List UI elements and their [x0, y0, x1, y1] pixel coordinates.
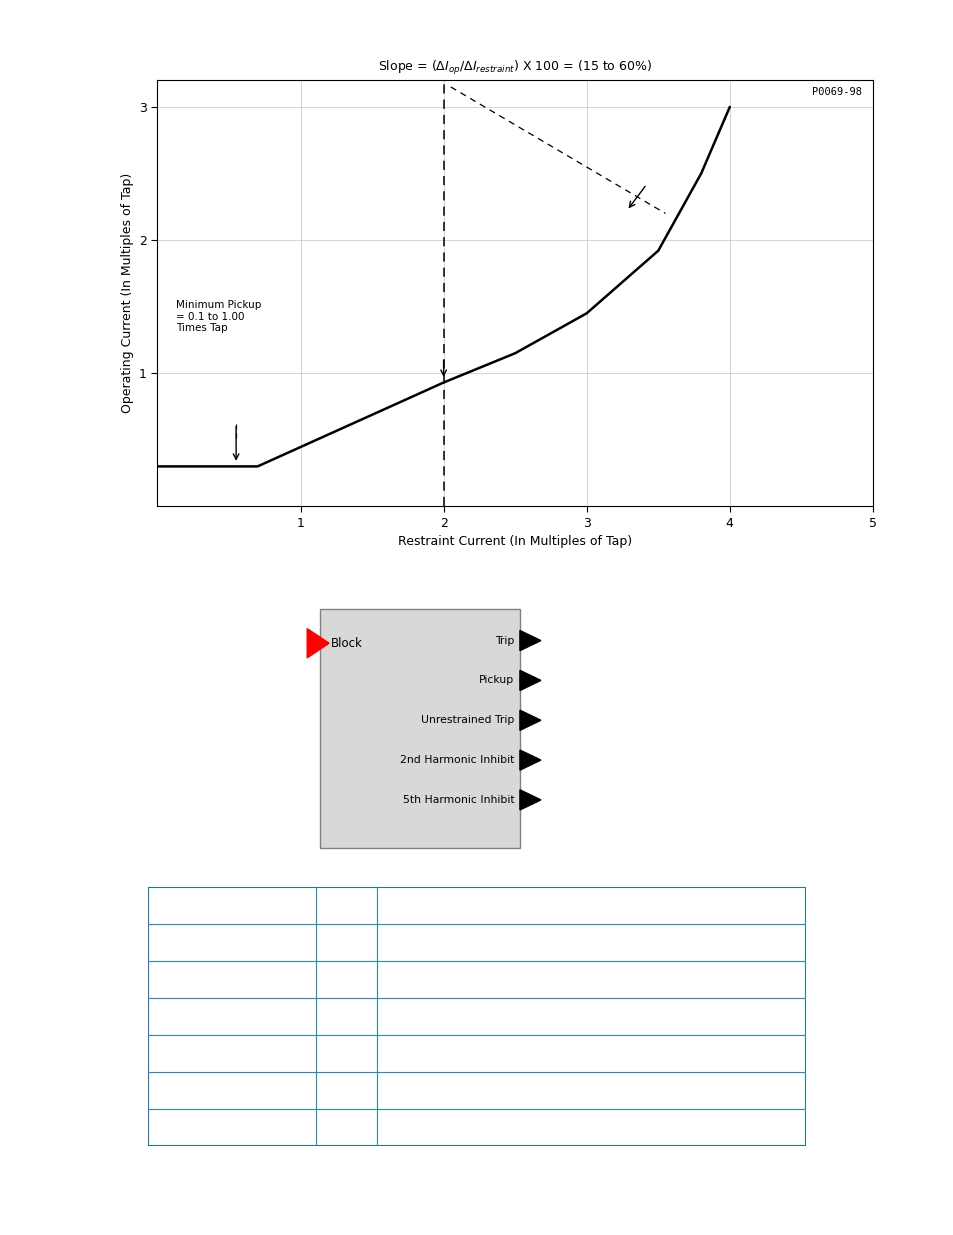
Polygon shape	[519, 750, 540, 771]
Text: Unrestrained Trip: Unrestrained Trip	[420, 715, 514, 725]
Bar	[319, 609, 519, 847]
Text: Trip: Trip	[495, 636, 514, 646]
Text: 5th Harmonic Inhibit: 5th Harmonic Inhibit	[402, 795, 514, 805]
Y-axis label: Operating Current (In Multiples of Tap): Operating Current (In Multiples of Tap)	[120, 173, 133, 414]
Polygon shape	[519, 790, 540, 810]
Text: Pickup: Pickup	[478, 676, 514, 685]
Text: 2nd Harmonic Inhibit: 2nd Harmonic Inhibit	[399, 755, 514, 764]
Text: P0069-98: P0069-98	[811, 86, 862, 96]
Title: Slope = ($\Delta I_{op}$/$\Delta I_{restraint}$) X 100 = (15 to 60%): Slope = ($\Delta I_{op}$/$\Delta I_{rest…	[377, 58, 652, 77]
Polygon shape	[519, 710, 540, 730]
Polygon shape	[519, 671, 540, 690]
Polygon shape	[519, 631, 540, 651]
Text: Block: Block	[331, 637, 362, 650]
Polygon shape	[307, 629, 329, 658]
Text: Minimum Pickup
= 0.1 to 1.00
Times Tap: Minimum Pickup = 0.1 to 1.00 Times Tap	[176, 300, 261, 333]
X-axis label: Restraint Current (In Multiples of Tap): Restraint Current (In Multiples of Tap)	[397, 535, 632, 548]
